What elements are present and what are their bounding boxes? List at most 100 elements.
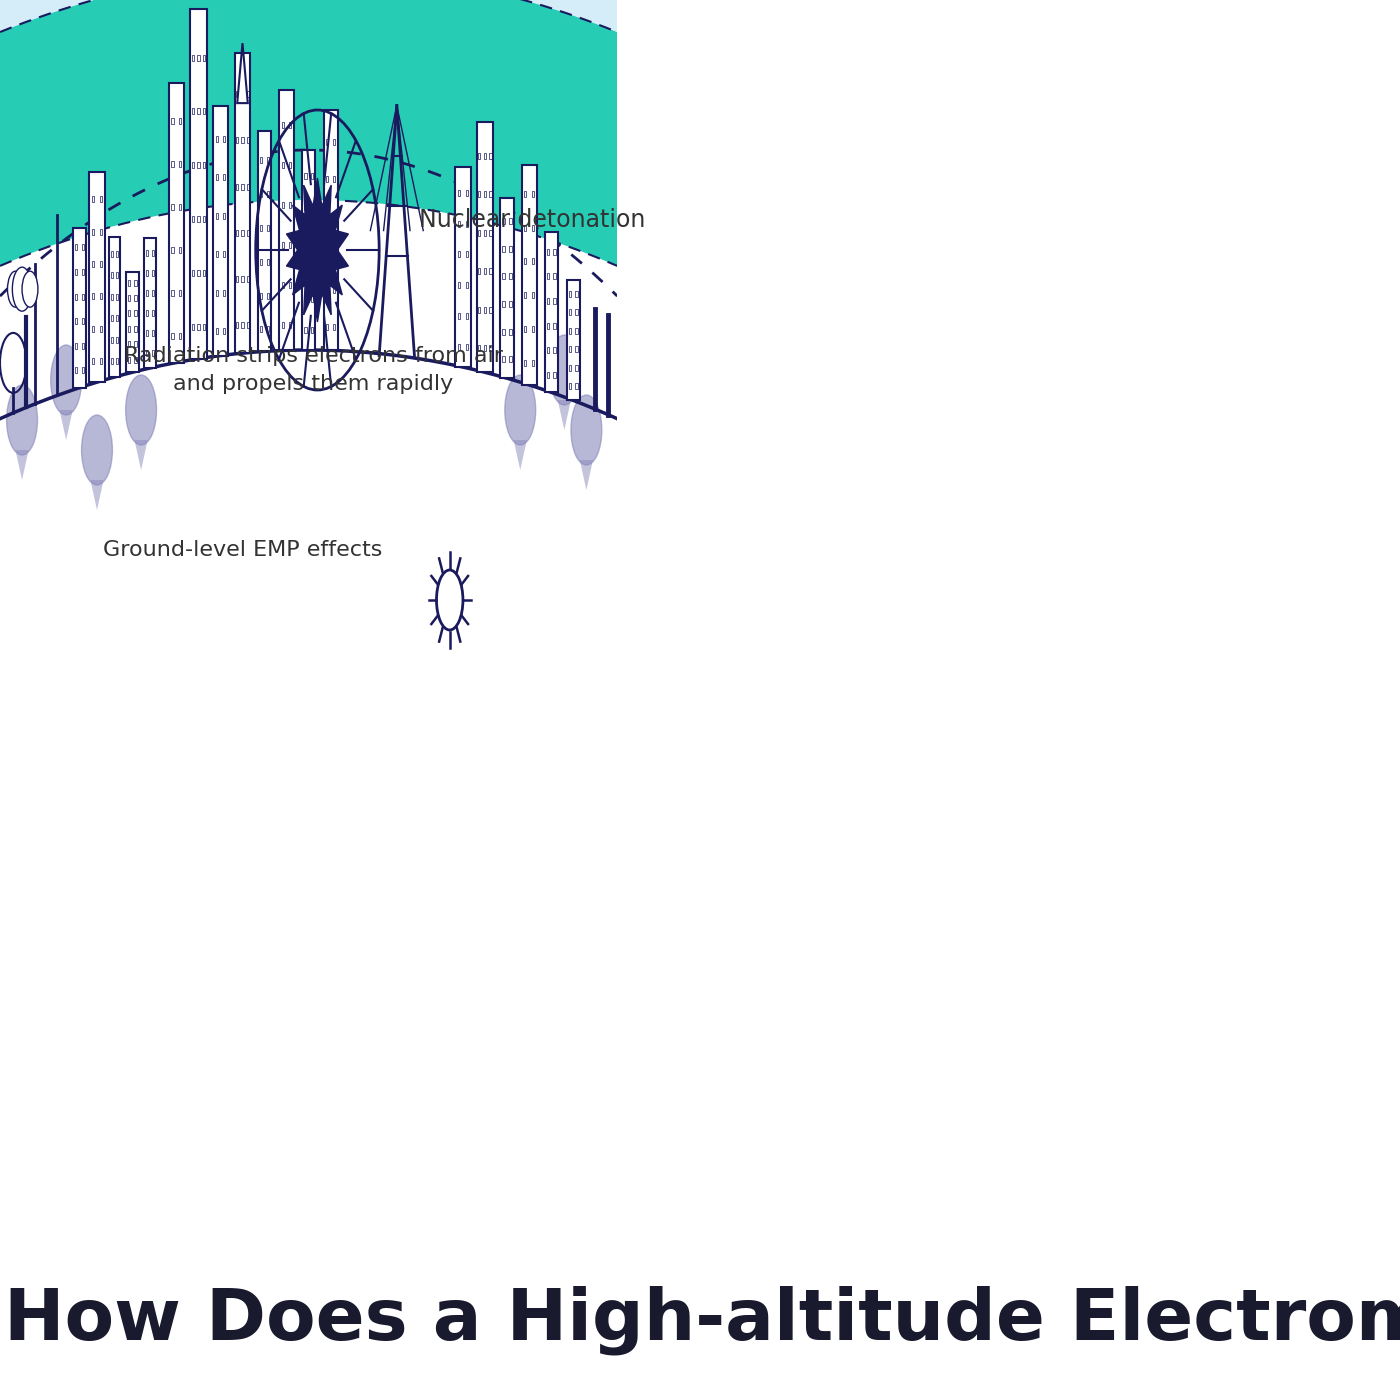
Bar: [547, 372, 549, 378]
Bar: [127, 342, 130, 347]
Bar: [216, 329, 218, 335]
Bar: [333, 287, 335, 293]
Bar: [302, 150, 315, 350]
Bar: [197, 216, 200, 223]
Polygon shape: [134, 440, 147, 470]
Bar: [500, 199, 514, 378]
Bar: [490, 344, 491, 351]
Bar: [484, 153, 486, 158]
Circle shape: [7, 272, 24, 307]
Bar: [213, 105, 228, 356]
Bar: [568, 384, 571, 389]
Bar: [466, 190, 468, 196]
Bar: [510, 245, 511, 252]
Bar: [237, 230, 238, 235]
Bar: [260, 190, 262, 197]
Bar: [503, 301, 504, 307]
Bar: [260, 157, 262, 164]
Bar: [203, 270, 204, 276]
Bar: [111, 315, 113, 321]
Polygon shape: [557, 400, 571, 430]
Bar: [134, 357, 137, 363]
Bar: [179, 246, 182, 253]
Bar: [116, 336, 119, 343]
Bar: [127, 326, 130, 332]
Bar: [216, 175, 218, 181]
Bar: [267, 190, 269, 197]
Bar: [524, 259, 526, 265]
Bar: [458, 314, 461, 319]
Bar: [171, 161, 174, 167]
Bar: [99, 326, 102, 332]
Bar: [116, 272, 119, 279]
Bar: [246, 91, 249, 97]
Bar: [532, 224, 533, 231]
Bar: [151, 330, 154, 336]
Bar: [76, 269, 77, 274]
Bar: [503, 273, 504, 280]
Bar: [260, 293, 262, 298]
Bar: [333, 323, 335, 330]
Bar: [311, 265, 312, 272]
Ellipse shape: [66, 510, 419, 690]
Bar: [197, 55, 200, 60]
Bar: [203, 55, 204, 60]
Bar: [260, 225, 262, 231]
Bar: [151, 251, 154, 256]
Bar: [81, 318, 84, 325]
Bar: [524, 293, 526, 298]
Bar: [235, 53, 251, 353]
Polygon shape: [514, 440, 526, 470]
Bar: [203, 216, 204, 223]
Bar: [458, 190, 461, 196]
Bar: [237, 137, 238, 143]
Bar: [326, 287, 328, 293]
Bar: [126, 272, 139, 372]
Bar: [168, 83, 183, 363]
Bar: [90, 172, 105, 382]
Bar: [484, 230, 486, 235]
Bar: [326, 251, 328, 256]
Bar: [76, 367, 77, 374]
Polygon shape: [287, 178, 349, 322]
Polygon shape: [580, 461, 594, 490]
Bar: [484, 269, 486, 274]
Bar: [192, 108, 195, 115]
Bar: [241, 183, 244, 189]
Bar: [553, 273, 556, 280]
Bar: [146, 350, 148, 356]
Bar: [304, 265, 307, 272]
Bar: [76, 245, 77, 251]
Bar: [524, 224, 526, 231]
Polygon shape: [60, 410, 73, 440]
Bar: [134, 342, 137, 347]
Bar: [490, 230, 491, 235]
Bar: [192, 323, 195, 330]
Bar: [290, 203, 291, 209]
Bar: [99, 260, 102, 267]
Bar: [246, 322, 249, 328]
Bar: [197, 270, 200, 276]
Bar: [458, 221, 461, 227]
Bar: [568, 328, 571, 333]
Circle shape: [13, 267, 32, 311]
Bar: [567, 280, 580, 400]
Bar: [553, 249, 556, 255]
Bar: [311, 234, 312, 241]
Bar: [290, 122, 291, 129]
Bar: [311, 172, 312, 179]
Bar: [116, 251, 119, 256]
Bar: [99, 294, 102, 300]
Bar: [241, 137, 244, 143]
Bar: [568, 309, 571, 315]
Bar: [237, 276, 238, 281]
Bar: [267, 225, 269, 231]
Bar: [111, 294, 113, 300]
Bar: [260, 326, 262, 332]
Bar: [171, 204, 174, 210]
Bar: [545, 232, 557, 392]
Bar: [524, 360, 526, 365]
Bar: [99, 358, 102, 364]
Bar: [146, 270, 148, 276]
Bar: [171, 246, 174, 253]
